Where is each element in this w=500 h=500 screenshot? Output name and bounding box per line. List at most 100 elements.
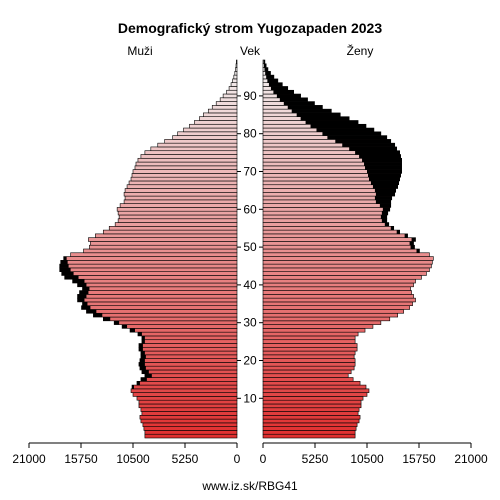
female-bar-age-52	[262, 237, 416, 242]
male-excess-age-26	[141, 335, 145, 340]
male-bar-age-47	[63, 256, 238, 261]
female-bar-age-12	[262, 388, 370, 393]
female-bar-age-13	[262, 384, 367, 390]
female-bar-age-57	[262, 218, 388, 223]
male-bar-age-28	[129, 328, 238, 333]
male-bar-age-13	[131, 384, 238, 390]
female-bar-age-39	[262, 286, 411, 291]
female-bar-age-45	[262, 263, 432, 269]
female-bar-age-15	[262, 377, 354, 382]
male-bar-age-99	[236, 59, 238, 65]
male-bar-age-10	[136, 396, 238, 401]
female-bar-age-55	[262, 226, 395, 231]
male-excess-age-40	[77, 283, 87, 287]
female-excess-age-62	[375, 199, 391, 204]
male-bar-age-8	[138, 403, 238, 409]
male-bar-age-30	[113, 320, 238, 325]
male-bar-age-29	[121, 324, 238, 329]
male-bar-age-81	[183, 127, 238, 133]
female-excess-age-70	[367, 169, 402, 174]
male-bar-age-83	[194, 120, 238, 125]
female-bar-age-7	[262, 407, 360, 412]
female-excess-age-77	[342, 143, 395, 147]
male-bar-age-2	[143, 426, 238, 431]
male-excess-age-18	[139, 366, 146, 370]
female-bar-age-61	[262, 203, 392, 208]
female-bar-age-25	[262, 339, 356, 344]
male-bar-age-61	[119, 203, 238, 208]
age-tick-20: 20	[243, 354, 257, 368]
female-excess-age-72	[364, 162, 402, 166]
male-excess-age-24	[138, 343, 143, 348]
female-bar-age-11	[262, 392, 368, 397]
male-excess-age-33	[86, 309, 97, 314]
female-bar-age-51	[262, 241, 414, 246]
female-excess-age-78	[335, 139, 391, 144]
male-bar-age-71	[134, 165, 238, 170]
female-bar-age-9	[262, 399, 362, 405]
x-tick-label-3: 5250	[172, 452, 199, 466]
female-excess-age-93	[268, 82, 283, 87]
male-bar-age-54	[102, 229, 238, 235]
female-bar-age-26	[262, 335, 356, 341]
male-bar-age-62	[123, 199, 238, 204]
female-bar-age-30	[262, 320, 382, 325]
female-excess-age-98	[263, 63, 267, 68]
female-bar-age-36	[262, 297, 416, 303]
female-bar-age-47	[262, 256, 434, 261]
male-bar-age-74	[140, 154, 238, 159]
male-bar-age-16	[144, 373, 238, 378]
male-bar-age-66	[126, 184, 238, 189]
female-bar-age-18	[262, 365, 355, 371]
male-bar-age-64	[123, 192, 238, 197]
male-bar-age-51	[90, 241, 238, 246]
male-bar-age-59	[117, 210, 238, 216]
male-excess-age-22	[140, 351, 145, 355]
male-excess-age-38	[79, 290, 89, 295]
male-bar-age-87	[211, 105, 238, 110]
female-bar-age-63	[262, 195, 393, 201]
female-excess-age-91	[273, 90, 294, 95]
male-bar-age-82	[189, 123, 238, 129]
male-bar-age-45	[59, 263, 238, 269]
male-excess-age-37	[77, 294, 87, 299]
chart-title: Demografický strom Yugozapaden 2023	[118, 20, 382, 36]
x-tick-label-9: 21000	[454, 452, 488, 466]
male-bar-age-78	[164, 139, 238, 144]
male-bar-age-58	[118, 214, 238, 220]
male-excess-age-45	[59, 264, 69, 268]
female-bar-age-42	[262, 275, 422, 280]
female-bar-age-37	[262, 294, 414, 299]
male-bar-age-73	[137, 157, 238, 163]
male-bar-age-72	[135, 161, 238, 167]
male-bar-age-84	[199, 116, 238, 121]
female-bar-age-59	[262, 210, 389, 216]
female-bar-age-40	[262, 282, 414, 288]
male-bar-age-91	[226, 89, 238, 95]
female-excess-age-95	[266, 75, 274, 79]
male-excess-age-25	[141, 339, 145, 344]
age-tick-30: 30	[243, 316, 257, 330]
footer-url[interactable]: www.iz.sk/RBG41	[201, 479, 298, 493]
female-bar-age-4	[262, 418, 360, 424]
age-tick-50: 50	[243, 240, 257, 254]
female-bar-age-0	[262, 433, 356, 439]
female-excess-age-67	[370, 180, 399, 185]
female-excess-age-51	[409, 241, 414, 246]
male-bar-age-14	[136, 380, 238, 386]
female-bar-age-29	[262, 324, 374, 329]
female-excess-age-59	[381, 211, 388, 215]
female-bar-age-17	[262, 369, 352, 375]
female-excess-age-65	[374, 188, 396, 193]
female-bar-age-1	[262, 430, 356, 435]
female-excess-age-86	[291, 109, 332, 113]
male-excess-age-29	[122, 324, 128, 329]
female-bar-age-28	[262, 328, 366, 333]
male-bar-age-90	[222, 93, 238, 99]
female-bar-age-33	[262, 309, 404, 314]
age-tick-80: 80	[243, 127, 257, 141]
male-bar-age-60	[116, 207, 238, 212]
male-bar-age-25	[141, 339, 238, 344]
male-excess-age-47	[63, 256, 67, 261]
